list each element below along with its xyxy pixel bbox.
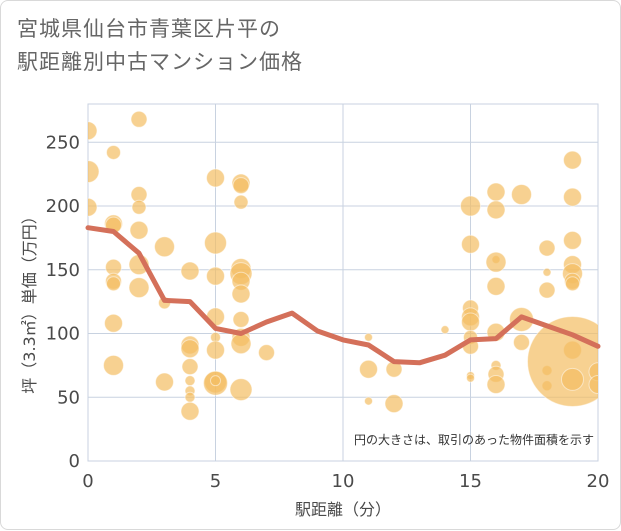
y-tick-label: 150 [46,260,80,281]
chart-title-line1: 宮城県仙台市青葉区片平の [17,17,281,41]
x-tick-label: 15 [459,471,482,492]
data-bubble [364,332,373,342]
data-bubble [106,276,121,292]
data-bubble [486,182,506,202]
data-bubble [131,199,147,215]
data-bubble [258,344,275,362]
bubble-layer [88,110,598,421]
tick-labels: 0 50 100 150 200 250 0 5 10 15 20 [46,132,610,492]
data-bubble [154,236,175,258]
data-bubble [180,401,200,421]
data-bubble [364,396,373,406]
x-tick-label: 20 [587,471,610,492]
data-bubble [104,313,123,333]
data-bubble [210,375,221,387]
data-bubble [204,231,227,255]
data-bubble [88,121,98,141]
data-bubble [538,239,556,257]
data-bubble [563,150,582,170]
data-bubble [184,391,196,403]
data-bubble [181,358,199,376]
grid-lines [87,103,599,462]
data-bubble [486,200,506,220]
data-bubble [384,394,404,414]
data-bubble [232,177,250,195]
data-bubble [88,160,100,184]
y-tick-label: 50 [57,387,80,408]
data-bubble [233,194,249,210]
y-tick-label: 0 [69,451,80,472]
data-bubble [206,266,225,286]
data-bubble [561,367,584,391]
data-bubble [106,144,121,160]
y-tick-label: 250 [46,132,80,153]
data-bubble [461,312,480,332]
data-bubble [565,276,580,292]
data-bubble [129,220,149,240]
data-bubble [461,234,480,254]
data-bubble [206,168,225,188]
data-bubble [486,276,506,296]
x-tick-label: 0 [82,471,93,492]
size-legend-note: 円の大きさは、取引のあった物件面積を示す [354,432,594,447]
data-bubble [588,375,598,394]
data-bubble [486,375,506,394]
average-price-line [85,225,601,366]
data-bubble [206,340,225,360]
data-bubble [563,230,582,250]
data-bubble [527,316,598,408]
data-bubble [229,378,253,402]
data-bubble [511,184,532,206]
data-bubble [130,110,148,128]
data-bubble [184,375,196,387]
data-bubble [103,354,124,376]
data-bubble [232,310,250,328]
y-tick-label: 200 [46,196,80,217]
data-bubble [155,372,174,392]
average-line-layer [85,225,601,366]
data-bubble [88,197,98,217]
data-bubble [485,251,507,273]
data-bubble [538,281,556,299]
data-bubble [440,325,450,335]
x-tick-label: 5 [210,471,221,492]
data-bubble [180,339,200,359]
x-tick-label: 10 [332,471,355,492]
y-axis-label: 坪（3.3㎡）単価（万円） [20,208,39,393]
chart-title-line2: 駅距離別中古マンション価格 [17,50,303,74]
x-axis-label: 駅距離（分） [295,500,391,519]
data-bubble [542,267,552,277]
data-bubble [230,333,252,355]
data-bubble [128,277,150,299]
data-bubble [359,359,378,379]
data-bubble [231,284,251,304]
data-bubble [460,195,481,217]
chart-title: 宮城県仙台市青葉区片平の 駅距離別中古マンション価格 [17,13,477,79]
data-bubble [180,261,200,281]
data-bubble [513,333,530,351]
data-bubble [563,187,582,207]
y-tick-label: 100 [46,324,80,345]
data-bubble [466,373,475,383]
